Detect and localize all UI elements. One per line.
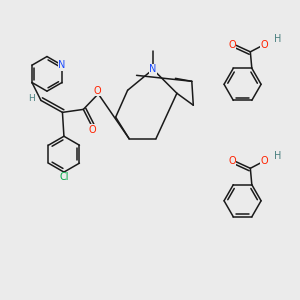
Text: N: N — [149, 64, 157, 74]
Text: O: O — [261, 156, 268, 166]
Text: H: H — [274, 34, 282, 44]
Text: O: O — [88, 125, 96, 135]
Text: Cl: Cl — [59, 172, 69, 182]
Text: H: H — [274, 151, 282, 161]
Text: O: O — [228, 156, 236, 166]
Text: O: O — [228, 40, 236, 50]
Text: O: O — [94, 86, 101, 96]
Text: N: N — [58, 60, 66, 70]
Text: H: H — [28, 94, 35, 103]
Text: O: O — [261, 40, 268, 50]
